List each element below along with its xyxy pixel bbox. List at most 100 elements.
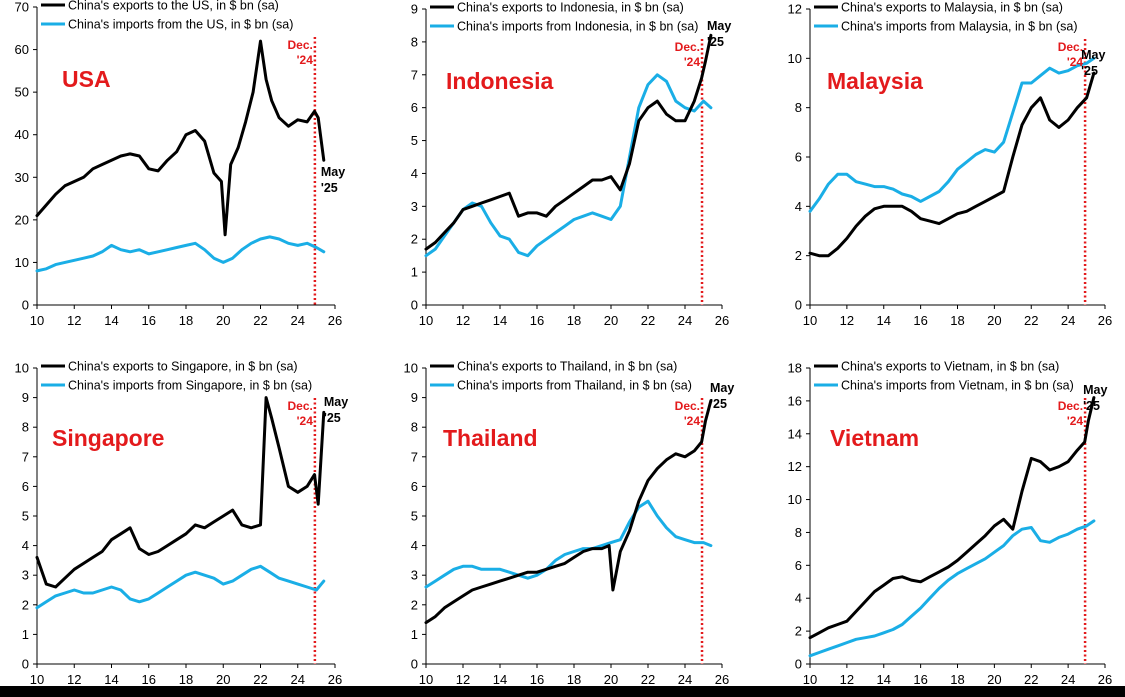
legend-label-imports: China's imports from Vietnam, in $ bn (s… [841, 379, 1074, 393]
y-tick-label: 2 [795, 248, 802, 263]
x-tick-label: 10 [30, 313, 44, 328]
x-tick-label: 18 [567, 672, 581, 686]
x-tick-label: 16 [530, 672, 544, 686]
x-tick-label: 14 [877, 672, 891, 686]
y-tick-label: 7 [411, 449, 418, 464]
dec-24-label: '24 [684, 55, 701, 69]
y-tick-label: 8 [795, 525, 802, 540]
y-tick-label: 6 [795, 150, 802, 165]
y-tick-label: 4 [411, 538, 418, 553]
y-tick-label: 50 [15, 85, 29, 100]
x-tick-label: 12 [67, 313, 81, 328]
x-tick-label: 20 [987, 672, 1001, 686]
y-tick-label: 8 [795, 100, 802, 115]
x-tick-label: 16 [913, 672, 927, 686]
y-tick-label: 5 [411, 133, 418, 148]
y-tick-label: 10 [788, 492, 802, 507]
x-tick-label: 26 [1098, 672, 1112, 686]
y-tick-label: 40 [15, 127, 29, 142]
may-25-label: '25 [707, 35, 724, 49]
x-tick-label: 24 [1061, 313, 1075, 328]
y-tick-label: 2 [22, 597, 29, 612]
y-tick-label: 0 [22, 657, 29, 672]
y-tick-label: 7 [411, 67, 418, 82]
x-tick-label: 20 [604, 672, 618, 686]
x-tick-label: 24 [678, 672, 692, 686]
may-25-label: '25 [321, 181, 338, 195]
y-tick-label: 9 [411, 390, 418, 405]
x-tick-label: 24 [1061, 672, 1075, 686]
x-tick-label: 12 [840, 313, 854, 328]
may-25-label: '25 [1083, 399, 1100, 413]
y-tick-label: 5 [411, 509, 418, 524]
x-tick-label: 10 [419, 672, 433, 686]
dec-24-label: '24 [297, 53, 314, 67]
x-tick-label: 24 [291, 313, 305, 328]
series-line-imports [808, 519, 1096, 658]
bottom-bar [0, 686, 1125, 697]
y-tick-label: 10 [15, 361, 29, 376]
x-tick-label: 20 [987, 313, 1001, 328]
x-tick-label: 18 [950, 313, 964, 328]
y-tick-label: 3 [22, 568, 29, 583]
x-tick-label: 22 [641, 313, 655, 328]
y-tick-label: 5 [22, 509, 29, 524]
y-tick-label: 2 [795, 624, 802, 639]
may-25-label: May [324, 395, 348, 409]
legend-label-exports: China's exports to Vietnam, in $ bn (sa) [841, 360, 1059, 374]
y-tick-label: 2 [411, 232, 418, 247]
x-tick-label: 12 [840, 672, 854, 686]
series-line-imports [808, 56, 1096, 213]
may-25-label: '25 [710, 397, 727, 411]
dec-24-label: Dec. [1058, 40, 1083, 54]
x-tick-label: 10 [803, 313, 817, 328]
dec-24-label: '24 [1067, 414, 1084, 428]
y-tick-label: 3 [411, 568, 418, 583]
y-tick-label: 7 [22, 449, 29, 464]
y-tick-label: 4 [22, 538, 29, 553]
x-tick-label: 14 [877, 313, 891, 328]
panel-title: Singapore [52, 425, 164, 451]
x-tick-label: 20 [216, 313, 230, 328]
dec-24-label: Dec. [288, 399, 313, 413]
y-tick-label: 60 [15, 42, 29, 57]
series-line-imports [35, 235, 326, 273]
x-tick-label: 22 [253, 672, 267, 686]
x-tick-label: 14 [104, 672, 118, 686]
may-25-label: May [321, 165, 345, 179]
y-tick-label: 0 [411, 298, 418, 313]
may-25-label: May [1083, 383, 1107, 397]
x-tick-label: 20 [216, 672, 230, 686]
x-tick-label: 14 [104, 313, 118, 328]
may-25-label: May [1081, 48, 1105, 62]
y-tick-label: 8 [22, 420, 29, 435]
legend-label-exports: China's exports to Indonesia, in $ bn (s… [457, 1, 684, 15]
y-tick-label: 1 [411, 627, 418, 642]
y-tick-label: 8 [411, 420, 418, 435]
y-tick-label: 14 [788, 426, 802, 441]
legend-label-exports: China's exports to Malaysia, in $ bn (sa… [841, 1, 1063, 15]
x-tick-label: 26 [715, 672, 729, 686]
x-tick-label: 14 [493, 672, 507, 686]
x-tick-label: 18 [567, 313, 581, 328]
series-line-exports [808, 71, 1096, 258]
legend-label-imports: China's imports from Indonesia, in $ bn … [457, 20, 698, 34]
series-line-imports [424, 499, 713, 589]
x-tick-label: 22 [1024, 672, 1038, 686]
panel-title: Thailand [443, 425, 538, 451]
dec-24-label: '24 [684, 414, 701, 428]
y-tick-label: 0 [795, 657, 802, 672]
series-line-exports [808, 396, 1096, 640]
may-25-label: '25 [324, 411, 341, 425]
y-tick-label: 18 [788, 361, 802, 376]
series-line-exports [35, 396, 326, 589]
legend-label-exports: China's exports to Singapore, in $ bn (s… [68, 360, 298, 374]
x-tick-label: 22 [253, 313, 267, 328]
x-tick-label: 18 [950, 672, 964, 686]
may-25-label: May [710, 381, 734, 395]
legend-label-imports: China's imports from the US, in $ bn (sa… [68, 18, 293, 32]
